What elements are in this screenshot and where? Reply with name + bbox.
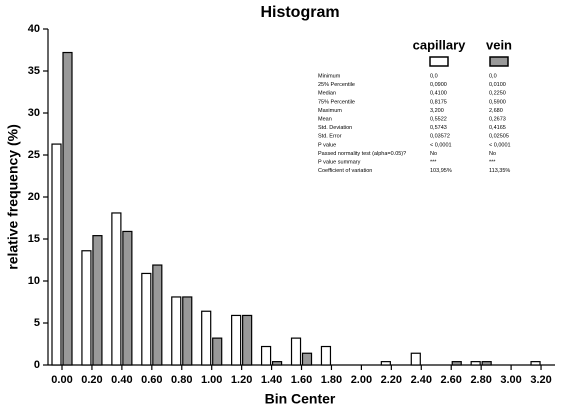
stat-cell: 25% Percentile — [318, 82, 355, 88]
stat-cell: 0,02505 — [489, 134, 509, 140]
x-tick-label: 2.80 — [470, 374, 491, 386]
y-tick-label: 5 — [34, 317, 40, 329]
bar — [320, 345, 332, 366]
stat-cell: 0,4100 — [430, 91, 447, 97]
stat-cell: 103,95% — [430, 168, 452, 174]
bar — [260, 345, 272, 366]
bar — [201, 310, 212, 366]
x-tick-label: 1.80 — [321, 374, 342, 386]
bar — [410, 352, 421, 366]
y-tick-label: 10 — [28, 275, 40, 287]
stat-cell: 2,680 — [489, 108, 503, 114]
stat-cell: Passed normality test (alpha=0.05)? — [318, 151, 406, 157]
bar — [182, 296, 193, 366]
stat-cell: P value summary — [318, 159, 361, 165]
x-tick-label: 1.40 — [261, 374, 282, 386]
stat-cell: *** — [489, 159, 496, 165]
stat-cell: Maximum — [318, 108, 342, 114]
y-tick-label: 0 — [34, 359, 40, 371]
stat-cell: P value — [318, 142, 336, 148]
stat-cell: 0,2673 — [489, 116, 506, 122]
x-tick-label: 2.20 — [381, 374, 402, 386]
x-tick-label: 1.60 — [291, 374, 312, 386]
stat-cell: 0,5522 — [430, 116, 447, 122]
stat-cell: No — [430, 151, 437, 157]
legend-swatch — [429, 56, 449, 67]
bar — [62, 51, 73, 366]
stat-cell: Std. Deviation — [318, 125, 352, 131]
bar — [122, 230, 133, 366]
stat-cell: *** — [430, 159, 437, 165]
bar — [290, 337, 302, 366]
bar — [271, 361, 283, 366]
bar — [111, 212, 122, 366]
stat-cell: 0,4165 — [489, 125, 506, 131]
stat-cell: < 0,0001 — [430, 142, 452, 148]
stat-cell: Coefficient of variation — [318, 168, 372, 174]
stat-cell: 113,35% — [489, 168, 510, 174]
stat-cell: 0,0100 — [489, 82, 506, 88]
stat-cell: 0,0 — [430, 73, 438, 79]
bar — [51, 143, 62, 366]
stat-cell: Minimum — [318, 73, 341, 79]
bar — [231, 314, 242, 366]
stat-cell: 0,5900 — [489, 99, 506, 105]
x-tick-label: 0.60 — [141, 374, 162, 386]
x-tick-label: 1.00 — [201, 374, 222, 386]
bar — [152, 264, 163, 366]
stat-cell: 0,8175 — [430, 99, 447, 105]
stat-cell: Median — [318, 91, 336, 97]
chart-title: Histogram — [260, 4, 339, 21]
x-axis-label: Bin Center — [265, 391, 336, 407]
stat-cell: 0,2250 — [489, 91, 506, 97]
stat-cell: 0,0 — [489, 73, 497, 79]
bar — [380, 361, 391, 366]
stat-cell: 0,5743 — [430, 125, 447, 131]
stat-cell: 0,03572 — [430, 134, 450, 140]
y-axis-label: relative frequency (%) — [5, 124, 21, 270]
bar — [171, 296, 182, 366]
legend-swatch — [489, 56, 509, 67]
stat-cell: Mean — [318, 116, 332, 122]
bar — [141, 272, 152, 366]
bar — [301, 352, 313, 366]
stat-cell: < 0,0001 — [489, 142, 511, 148]
bar — [92, 235, 103, 366]
y-tick-label: 20 — [28, 191, 40, 203]
x-tick-label: 1.20 — [231, 374, 252, 386]
legend-label: capillary — [413, 37, 467, 52]
stat-cell: 75% Percentile — [318, 99, 355, 105]
x-tick-label: 3.20 — [530, 374, 551, 386]
stat-cell: No — [489, 151, 496, 157]
stat-cell: Std. Error — [318, 134, 342, 140]
bar — [481, 361, 492, 366]
y-tick-label: 40 — [28, 23, 40, 35]
x-tick-label: 0.40 — [111, 374, 132, 386]
x-tick-label: 2.00 — [351, 374, 372, 386]
bar — [81, 250, 92, 366]
x-tick-label: 2.40 — [411, 374, 432, 386]
stat-cell: 0,0900 — [430, 82, 447, 88]
y-tick-label: 15 — [28, 233, 40, 245]
x-tick-label: 2.60 — [441, 374, 462, 386]
stat-cell: 3,200 — [430, 108, 444, 114]
x-tick-label: 0.80 — [171, 374, 192, 386]
y-tick-label: 25 — [28, 149, 40, 161]
x-tick-label: 3.00 — [500, 374, 521, 386]
bar — [530, 361, 541, 366]
legend-label: vein — [486, 37, 512, 52]
bar — [451, 361, 462, 366]
bar — [470, 361, 481, 366]
bar — [212, 337, 223, 366]
y-tick-label: 30 — [28, 107, 40, 119]
x-tick-label: 0.00 — [51, 374, 72, 386]
bar — [242, 314, 253, 366]
y-tick-label: 35 — [28, 65, 40, 77]
x-tick-label: 0.20 — [81, 374, 102, 386]
